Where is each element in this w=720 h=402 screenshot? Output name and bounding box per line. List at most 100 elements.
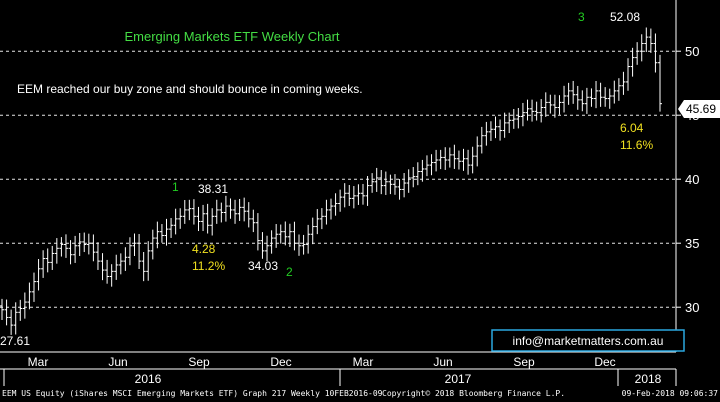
ohlc-bar — [475, 136, 480, 167]
x-tick-label: Mar — [28, 355, 49, 369]
chart-title: Emerging Markets ETF Weekly Chart — [124, 29, 339, 44]
ohlc-bar — [479, 126, 484, 154]
ohlc-bar — [543, 92, 548, 117]
ohlc-bar — [127, 237, 132, 266]
ohlc-bar — [91, 234, 96, 262]
y-tick-label: 30 — [685, 300, 699, 315]
footer-security: EEM US Equity (iShares MSCI Emerging Mar… — [2, 389, 383, 398]
website-link[interactable]: info@marketmatters.com.au — [513, 334, 664, 348]
ohlc-bar — [4, 299, 9, 326]
annotation-drop-pct-116: 11.6% — [620, 138, 653, 152]
ohlc-bar — [274, 224, 279, 248]
ohlc-bar — [621, 71, 626, 95]
ohlc-bar — [164, 218, 169, 246]
ohlc-bar — [191, 199, 196, 225]
ohlc-bar — [370, 173, 375, 193]
ohlc-bar — [374, 167, 379, 192]
ohlc-bar — [319, 208, 324, 230]
ohlc-bar — [594, 81, 599, 109]
ohlc-bar — [502, 112, 507, 138]
ohlc-bar — [488, 121, 493, 141]
x-tick-label: Jun — [108, 355, 127, 369]
ohlc-bar — [530, 99, 535, 122]
ohlc-bar — [411, 167, 416, 188]
ohlc-bar — [31, 272, 36, 302]
ohlc-bar — [292, 221, 297, 251]
ohlc-bar — [169, 218, 174, 238]
ohlc-bar — [598, 82, 603, 107]
ohlc-bar — [36, 259, 41, 291]
website-box[interactable]: info@marketmatters.com.au — [491, 329, 685, 352]
ohlc-bar — [109, 264, 114, 287]
ohlc-bar — [269, 230, 274, 254]
ohlc-bar — [552, 94, 557, 118]
ohlc-bar — [132, 233, 137, 256]
grid — [0, 50, 676, 308]
ohlc-bar — [438, 149, 443, 170]
ohlc-bar — [516, 108, 521, 129]
ohlc-bar — [182, 200, 187, 224]
ohlc-bar — [434, 149, 439, 172]
ohlc-bar — [525, 99, 530, 121]
ohlc-bar — [456, 150, 461, 170]
ohlc-bar — [429, 154, 434, 176]
ohlc-bar — [653, 33, 658, 73]
ohlc-bar — [178, 208, 183, 229]
ohlc-bar — [498, 119, 503, 141]
ohlc-bar — [329, 198, 333, 220]
ohlc-bar — [342, 183, 347, 208]
ohlc-bar — [548, 94, 553, 114]
ohlc-bar — [351, 186, 356, 209]
x-tick-label: Sep — [188, 355, 210, 369]
annotation-wave-1: 1 — [172, 180, 179, 194]
ohlc-bar — [589, 88, 594, 107]
x-tick-label: Sep — [513, 355, 535, 369]
ohlc-bar — [114, 254, 119, 280]
ohlc-bar — [447, 147, 452, 168]
ohlc-bar — [639, 34, 644, 62]
ohlc-bar — [466, 149, 471, 175]
ohlc-bar — [210, 208, 215, 236]
ohlc-bar — [214, 199, 219, 224]
annotation-high-3831: 38.31 — [198, 182, 228, 196]
ohlc-bar — [406, 169, 411, 193]
ohlc-bar — [415, 162, 420, 186]
ohlc-bar — [324, 199, 329, 225]
ohlc-bar — [18, 299, 23, 321]
y-tick-label: 50 — [685, 44, 699, 59]
ohlc-bar — [365, 176, 370, 206]
ohlc-bar — [584, 87, 589, 114]
ohlc-bar — [534, 101, 539, 121]
ohlc-bar — [13, 302, 18, 335]
ohlc-bar — [347, 185, 352, 206]
ohlc-bar — [95, 242, 100, 270]
ohlc-bar — [137, 234, 142, 270]
ohlc-bar — [571, 80, 576, 104]
footer: EEM US Equity (iShares MSCI Emerging Mar… — [0, 386, 720, 402]
ohlc-bar — [246, 202, 251, 228]
ohlc-bar — [27, 282, 32, 310]
ohlc-bar — [283, 221, 288, 246]
annotation-high-5208: 52.08 — [610, 10, 640, 24]
ohlc-bar — [388, 174, 393, 195]
ohlc-bar — [575, 85, 580, 110]
ohlc-bar — [397, 179, 402, 200]
ohlc-bar — [41, 250, 46, 278]
ohlc-bar — [73, 235, 78, 263]
ohlc-bar — [9, 309, 14, 335]
ohlc-bar — [420, 159, 425, 182]
ohlc-bar — [520, 102, 525, 127]
ohlc-bar — [644, 27, 649, 53]
ohlc-bar — [630, 47, 635, 77]
ohlc-bar — [310, 217, 315, 245]
footer-timestamp: 09-Feb-2018 09:06:37 — [621, 389, 718, 398]
ohlc-bar — [260, 232, 265, 259]
x-year-label: 2018 — [635, 372, 662, 386]
annotation-drop-604: 6.04 — [620, 121, 644, 135]
ohlc-bar — [159, 224, 164, 243]
ohlc-bar — [118, 253, 123, 275]
ohlc-bar — [297, 234, 302, 256]
ohlc-bar — [54, 238, 59, 264]
ohlc-bar — [360, 183, 365, 205]
ohlc-bar — [392, 174, 397, 195]
